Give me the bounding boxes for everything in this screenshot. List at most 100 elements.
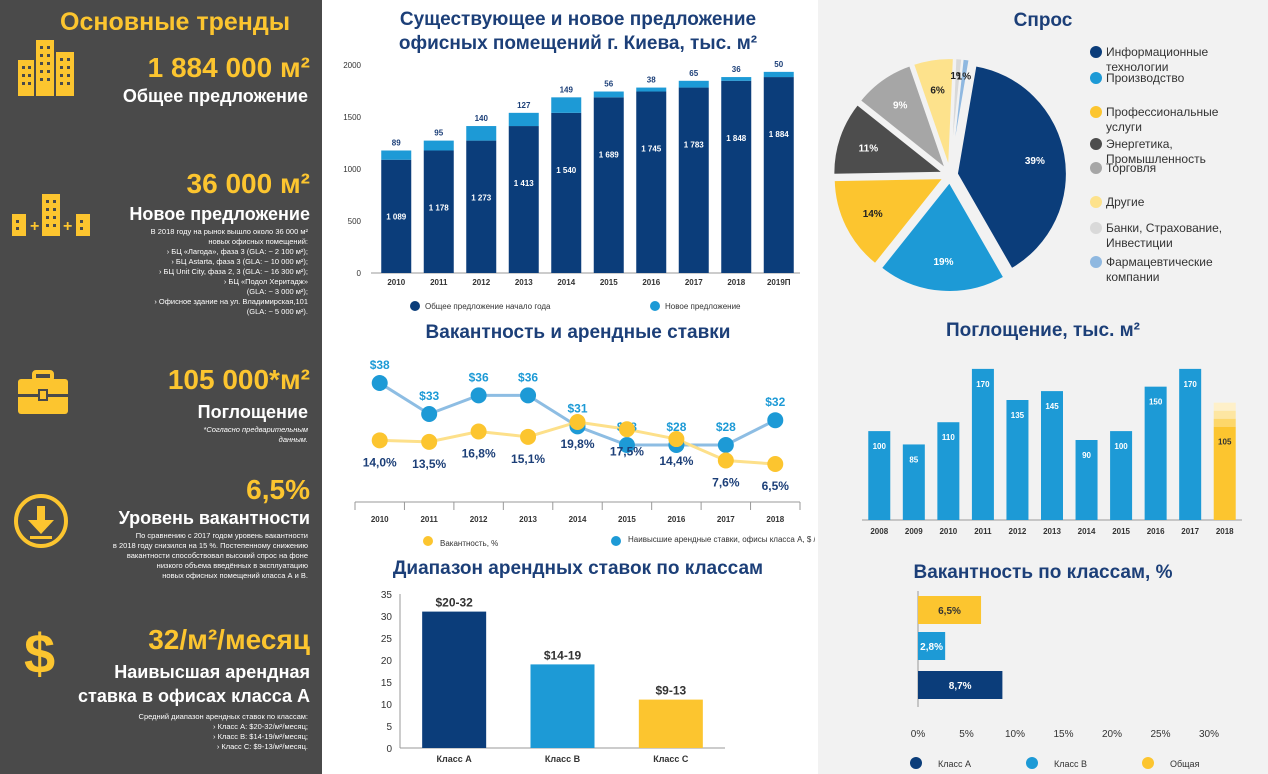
base-supply-bar xyxy=(763,77,794,273)
vacancy-point xyxy=(767,456,784,472)
x-tick-label: 2012 xyxy=(472,278,490,287)
x-tick-label: 2016 xyxy=(1147,527,1165,536)
vacancy-chart-title: Вакантность и арендные ставки xyxy=(425,322,731,343)
new-supply-notes: В 2018 году на рынок вышло около 36 000 … xyxy=(151,227,308,317)
absorption-label: 85 xyxy=(909,455,918,464)
legend-marker-rent xyxy=(611,536,621,546)
supply-chart: 0 500 1000 1500 2000 1 089 89 2010 1 178 95 2011 1 … xyxy=(343,60,800,311)
rent-point xyxy=(618,437,635,453)
rent-class-label: $20-32 xyxy=(435,596,473,610)
x-tick-label: 2010 xyxy=(371,515,389,524)
x-tick-label: Класс С xyxy=(653,754,689,764)
new-supply-label: 56 xyxy=(604,80,613,89)
rent-range-chart-title: Диапазон арендных ставок по классам xyxy=(392,558,764,579)
absorption-bar-forecast-segment xyxy=(1213,402,1236,411)
legend-label: Общая xyxy=(1170,759,1200,769)
base-supply-bar xyxy=(593,97,624,274)
x-tick-label: 30% xyxy=(1199,729,1219,740)
legend-marker-new xyxy=(650,301,660,311)
x-tick-label: 2008 xyxy=(870,527,888,536)
absorption-bar xyxy=(868,431,891,520)
vacancy-point xyxy=(520,428,537,445)
new-supply-label: 50 xyxy=(774,60,783,69)
note-line: › БЦ Astarta, фаза 3 (GLA: ~ 10 000 м²); xyxy=(171,257,308,266)
x-tick-label: 2018 xyxy=(727,278,745,287)
note-line: В 2018 году на рынок вышло около 36 000 … xyxy=(150,227,308,236)
note-line: (GLA: ~ 3 000 м²); xyxy=(246,287,308,296)
supply-title-line-2: офисных помещений г. Киева, тыс. м² xyxy=(398,33,758,54)
y-tick-label: 5 xyxy=(386,722,392,733)
legend-marker xyxy=(1090,46,1102,58)
note-line: Средний диапазон арендных ставок по клас… xyxy=(138,712,308,721)
x-tick-label: Класс В xyxy=(545,754,581,764)
x-tick-label: 2017 xyxy=(685,278,703,287)
legend-label: услуги xyxy=(1106,120,1142,134)
vacancy-by-class-chart: 6,5% 2,8% 8,7% 0% 5% 10% 15% 20% 25% 30% Класс А Кл… xyxy=(910,591,1219,769)
svg-text:+: + xyxy=(63,218,72,235)
x-tick-label: 2012 xyxy=(1009,527,1027,536)
absorption-bar xyxy=(902,444,925,520)
legend-label: компании xyxy=(1106,270,1160,284)
base-supply-label: 1 848 xyxy=(726,134,747,143)
vacancy-label: 17,5% xyxy=(610,444,644,458)
x-tick-label: 2018 xyxy=(766,515,784,524)
x-tick-label: 2013 xyxy=(515,278,533,287)
legend-marker xyxy=(1090,256,1102,268)
new-supply-value: 36 000 м² xyxy=(186,168,310,199)
base-supply-label: 1 178 xyxy=(429,203,450,212)
legend-label: Класс В xyxy=(1054,759,1087,769)
x-tick-label: 25% xyxy=(1150,729,1170,740)
note-line: новых офисных помещений класса А и В. xyxy=(162,571,308,580)
x-tick-label: 2016 xyxy=(667,515,685,524)
x-tick-label: 2017 xyxy=(1181,527,1199,536)
x-tick-label: 2017 xyxy=(717,515,735,524)
pie-slice xyxy=(949,57,971,169)
x-tick-label: 20% xyxy=(1102,729,1122,740)
vacancy-label: 6,5% xyxy=(762,479,790,493)
x-tick-label: 2015 xyxy=(600,278,618,287)
x-tick-label: Класс А xyxy=(437,754,473,764)
x-tick-label: 2013 xyxy=(519,515,537,524)
rent-range-chart: 0 5 10 15 20 25 30 35 $20-32 Класс А $14-19 Класс В… xyxy=(381,590,725,764)
rent-label: $28 xyxy=(716,420,736,434)
vacancy-label: 16,8% xyxy=(462,446,496,460)
legend-label: Профессиональные xyxy=(1106,105,1219,119)
rent-label: $36 xyxy=(469,370,489,384)
legend-label: Торговля xyxy=(1106,161,1156,175)
vacancy-label: 13,5% xyxy=(412,457,446,471)
dollar-icon: $ xyxy=(24,622,56,685)
new-supply-label: 95 xyxy=(434,129,443,138)
rent-class-bar xyxy=(422,611,487,748)
rent-point xyxy=(371,375,388,391)
x-tick-label: 2012 xyxy=(470,515,488,524)
note-line: данным. xyxy=(278,435,308,444)
rent-label: $33 xyxy=(419,389,439,403)
supply-chart-title: Существующее и новое предложение офисных… xyxy=(340,8,816,56)
absorption-notes: *Согласно предварительным данным. xyxy=(203,425,308,445)
vacancy-point xyxy=(668,431,685,448)
legend-label: Банки, Страхование, xyxy=(1106,221,1222,235)
y-tick-label: 25 xyxy=(381,634,393,645)
x-tick-label: 15% xyxy=(1053,729,1073,740)
new-supply-bar xyxy=(636,87,667,92)
new-supply-bar xyxy=(466,126,497,141)
note-line: (GLA: ~ 5 000 м²). xyxy=(246,307,308,316)
vacancy-class-bar xyxy=(918,671,1003,699)
legend-label-vacancy: Вакантность, % xyxy=(440,539,498,548)
legend-label: Промышленность xyxy=(1106,152,1206,166)
new-supply-label: 89 xyxy=(392,138,401,147)
legend-marker xyxy=(1090,138,1102,150)
pie-slice-label: 19% xyxy=(933,257,953,268)
x-tick-label: 2014 xyxy=(569,515,587,524)
pie-slice-label: 11% xyxy=(859,143,879,154)
note-line: › БЦ «Подол Херитадж» xyxy=(223,277,308,286)
vacancy-point xyxy=(717,452,734,469)
x-tick-label: 5% xyxy=(959,729,974,740)
key-trends-panel: Основные тренды 1 884 000 м² Общее предл… xyxy=(0,0,322,774)
vacancy-chart: $38 14,0% 2010 $33 13,5% 2011 $36 16,8% 2012 $36 1… xyxy=(354,358,815,548)
x-tick-label: 2010 xyxy=(387,278,405,287)
vacancy-label: 15,1% xyxy=(511,452,545,466)
vacancy-class-label: 8,7% xyxy=(949,681,972,692)
legend-marker xyxy=(910,757,922,769)
pie-slice xyxy=(955,64,1068,271)
